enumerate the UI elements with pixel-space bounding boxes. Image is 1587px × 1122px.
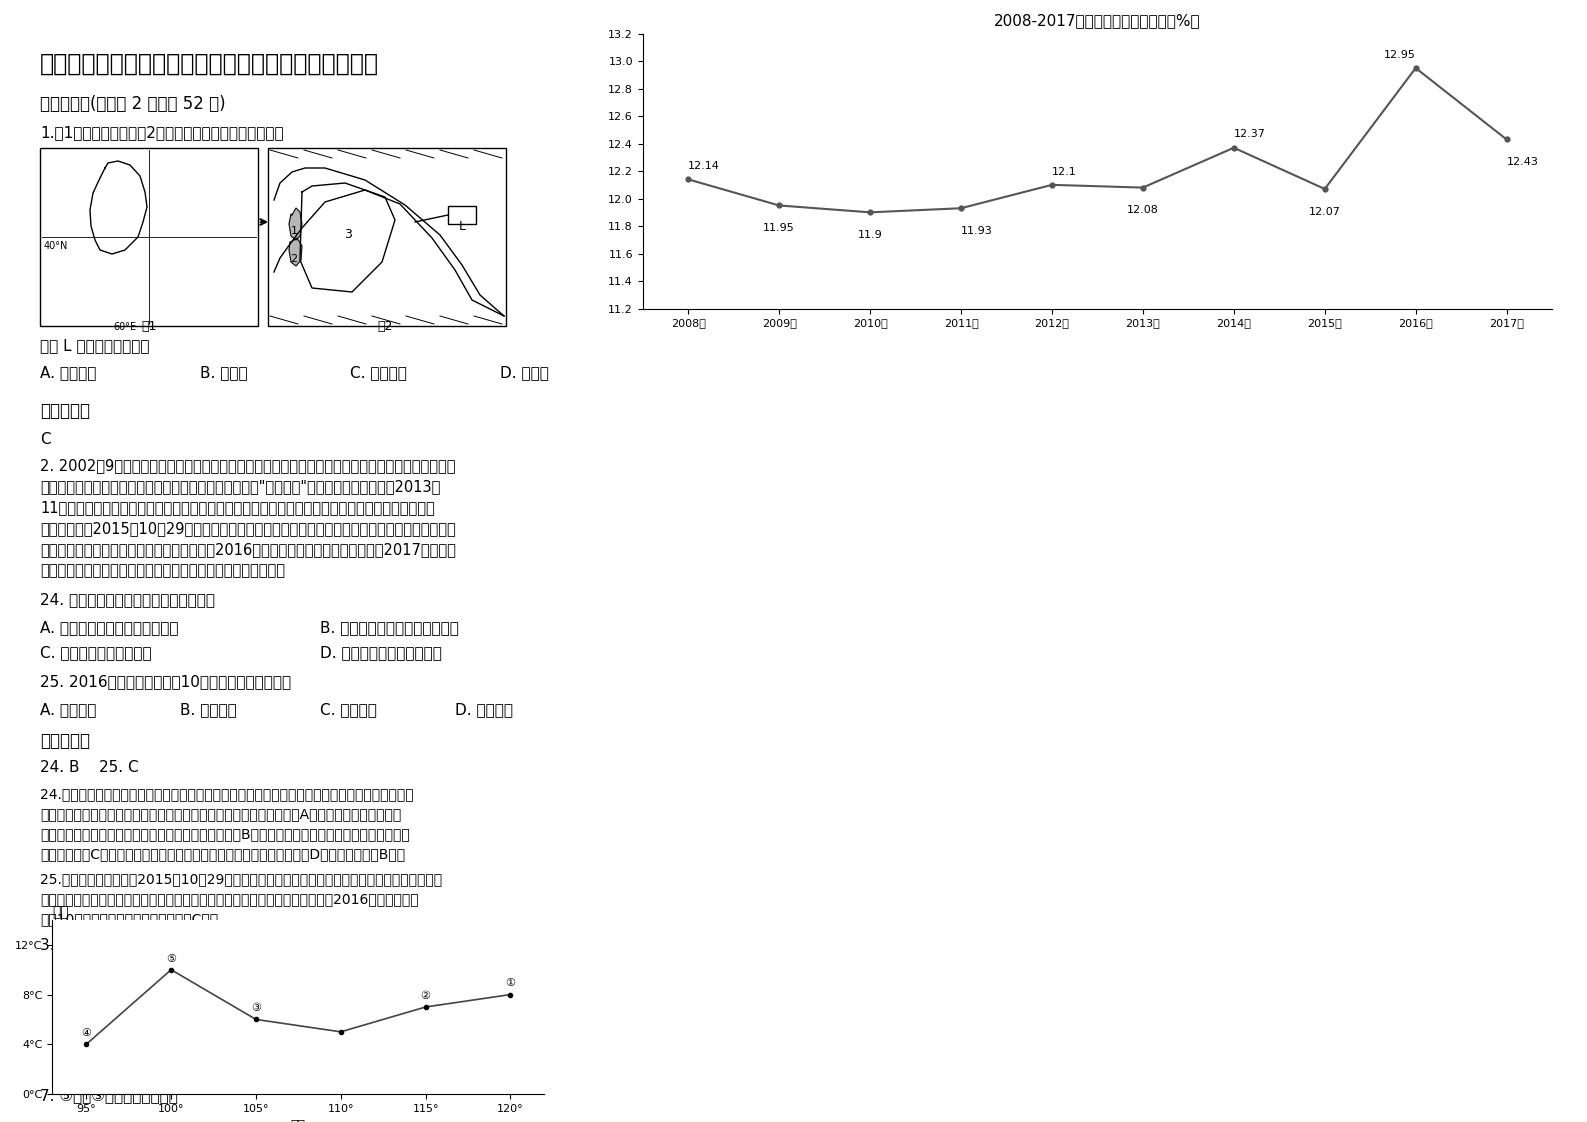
Bar bbox=[40, 148, 259, 327]
X-axis label: 经度: 经度 bbox=[290, 1120, 306, 1122]
Text: 略，全面实施一对夫妇可生育两个孩子政策。2016年我国新生儿出生率大幅提升，但2017年，专家: 略，全面实施一对夫妇可生育两个孩子政策。2016年我国新生儿出生率大幅提升，但2… bbox=[40, 542, 455, 557]
Text: A. 计划生育的基本国策将被取消: A. 计划生育的基本国策将被取消 bbox=[40, 620, 178, 635]
Text: 24.由材料分析可知，我国的人口政策是根据我国的人口问题和国情进行调整和改变的，由于我国人: 24.由材料分析可知，我国的人口政策是根据我国的人口问题和国情进行调整和改变的，… bbox=[40, 787, 414, 801]
Text: 25. 2016年新生儿出生率为10年来最高的主导因素是: 25. 2016年新生儿出生率为10年来最高的主导因素是 bbox=[40, 674, 290, 689]
Text: 一、选择题(每小题 2 分，共 52 分): 一、选择题(每小题 2 分，共 52 分) bbox=[40, 95, 225, 113]
Text: A. 大气降水: A. 大气降水 bbox=[40, 365, 97, 380]
Text: ③: ③ bbox=[251, 1003, 260, 1013]
Text: 参考答案：: 参考答案： bbox=[40, 402, 90, 420]
Bar bbox=[448, 206, 476, 224]
Text: C: C bbox=[40, 432, 51, 447]
Title: 2008-2017年新生儿出生率（单位：%）: 2008-2017年新生儿出生率（单位：%） bbox=[993, 13, 1201, 28]
Text: C. 老龄化危机会很快缓解: C. 老龄化危机会很快缓解 bbox=[40, 645, 152, 660]
Text: L: L bbox=[459, 220, 465, 233]
Text: 3. 下图为我国沿26°N 1月平均气温曲线图，读图回答7—8题。: 3. 下图为我国沿26°N 1月平均气温曲线图，读图回答7—8题。 bbox=[40, 937, 338, 951]
Text: 2: 2 bbox=[290, 254, 298, 264]
Text: 12.1: 12.1 bbox=[1052, 166, 1076, 176]
Text: ④: ④ bbox=[81, 1028, 92, 1038]
Text: B. 生育观念: B. 生育观念 bbox=[179, 702, 236, 717]
Text: B. 地下水: B. 地下水 bbox=[200, 365, 248, 380]
Text: 11.9: 11.9 bbox=[857, 230, 882, 240]
Text: 7. ⑤地比③地气温高的原因是: 7. ⑤地比③地气温高的原因是 bbox=[40, 1088, 178, 1103]
Text: 12.14: 12.14 bbox=[689, 162, 720, 171]
Text: 12.95: 12.95 bbox=[1384, 49, 1416, 59]
Text: 11月，十八届三中全会提出，坚持计划生育的基本国策，启动实施一方是独生子女的夫妇可生育两个: 11月，十八届三中全会提出，坚持计划生育的基本国策，启动实施一方是独生子女的夫妇… bbox=[40, 500, 435, 515]
Text: ②: ② bbox=[421, 991, 430, 1001]
Polygon shape bbox=[289, 238, 302, 266]
Text: 气温: 气温 bbox=[52, 904, 70, 919]
Text: A. 年龄结构: A. 年龄结构 bbox=[40, 702, 97, 717]
Text: 1: 1 bbox=[290, 226, 297, 236]
Polygon shape bbox=[289, 208, 302, 240]
Text: 率为10年来最高的主导因素，故答案选C项。: 率为10年来最高的主导因素，故答案选C项。 bbox=[40, 912, 217, 926]
Text: 水平的提高，生育观念的变化，生育率处于较低水平，B正确；人口政策的变化，会缓解老龄化，但: 水平的提高，生育观念的变化，生育率处于较低水平，B正确；人口政策的变化，会缓解老… bbox=[40, 827, 409, 842]
Text: 河流 L 的主要补给水源为: 河流 L 的主要补给水源为 bbox=[40, 338, 149, 353]
Text: D. 湖泊水: D. 湖泊水 bbox=[500, 365, 549, 380]
Text: 浙江省台州市平镇中学高三地理上学期期末试卷含解析: 浙江省台州市平镇中学高三地理上学期期末试卷含解析 bbox=[40, 52, 379, 76]
Text: 2. 2002年9月施行的《中华人民共和国人口与计划生育法》明确规定，国家稳定现行生育政策，符合: 2. 2002年9月施行的《中华人民共和国人口与计划生育法》明确规定，国家稳定现… bbox=[40, 458, 455, 473]
Text: 24. B    25. C: 24. B 25. C bbox=[40, 760, 138, 775]
Text: 25.由材料分析可知，在2015年10月29日，十八届五中全会决定，坚持计划生育的基本国策，完善: 25.由材料分析可知，在2015年10月29日，十八届五中全会决定，坚持计划生育… bbox=[40, 872, 443, 886]
Text: 12.07: 12.07 bbox=[1309, 206, 1341, 217]
Text: 基数较大，而且人口问题较为复杂，因此人口政策在短期内不会取消，A错误；由于我国经济发展: 基数较大，而且人口问题较为复杂，因此人口政策在短期内不会取消，A错误；由于我国经… bbox=[40, 807, 402, 821]
Text: 法律、法规规定条件的，可以要求安排生育第二个子女。"双独二胎"政策由此在全国推开。2013年: 法律、法规规定条件的，可以要求安排生育第二个子女。"双独二胎"政策由此在全国推开… bbox=[40, 479, 440, 494]
Text: 11.93: 11.93 bbox=[962, 227, 993, 236]
Text: 60°E: 60°E bbox=[113, 322, 136, 332]
Text: 期待的生育高峰并未如期而至（如下图）。据此完成下面小题。: 期待的生育高峰并未如期而至（如下图）。据此完成下面小题。 bbox=[40, 563, 286, 578]
Text: ①: ① bbox=[505, 978, 516, 988]
Text: 40°N: 40°N bbox=[44, 241, 68, 251]
Text: 24. 根据我国人口政策的变化，可以得出: 24. 根据我国人口政策的变化，可以得出 bbox=[40, 592, 214, 607]
Text: C. 人口政策: C. 人口政策 bbox=[321, 702, 376, 717]
Text: 3: 3 bbox=[344, 228, 352, 241]
Text: B. 我国目前的生育形式不容乐观: B. 我国目前的生育形式不容乐观 bbox=[321, 620, 459, 635]
Text: 图1: 图1 bbox=[141, 320, 157, 333]
Text: 参考答案：: 参考答案： bbox=[40, 732, 90, 749]
Text: 是不会很快，C错误；我国的人口总量会有所增加，但不会大幅度增加，D错误。故答案选B项。: 是不会很快，C错误；我国的人口总量会有所增加，但不会大幅度增加，D错误。故答案选… bbox=[40, 847, 405, 861]
Text: 12.43: 12.43 bbox=[1506, 157, 1538, 167]
Bar bbox=[268, 148, 506, 327]
Text: D. 社会福利: D. 社会福利 bbox=[455, 702, 513, 717]
Text: 11.95: 11.95 bbox=[763, 223, 795, 233]
Text: 1.图1是某著名湖泊，图2表示其水位变化情况，读图回答: 1.图1是某著名湖泊，图2表示其水位变化情况，读图回答 bbox=[40, 125, 284, 140]
Text: 12.37: 12.37 bbox=[1233, 129, 1266, 139]
Text: D. 我国人口总量将大幅上升: D. 我国人口总量将大幅上升 bbox=[321, 645, 441, 660]
Text: ⑤: ⑤ bbox=[167, 954, 176, 964]
Text: 12.08: 12.08 bbox=[1127, 205, 1159, 215]
Text: C. 冰雪融水: C. 冰雪融水 bbox=[351, 365, 406, 380]
Text: 图2: 图2 bbox=[378, 320, 392, 333]
Text: 孩子的政策。2015年10月29日，十八届五中全会决定，坚持计划生育的基本国策，完善人口发展战: 孩子的政策。2015年10月29日，十八届五中全会决定，坚持计划生育的基本国策，… bbox=[40, 521, 455, 536]
Text: 人口发展战略，全面实施一对夫妇可生育两个孩子政策，因此人口政策的改变是2016年新生儿出生: 人口发展战略，全面实施一对夫妇可生育两个孩子政策，因此人口政策的改变是2016年… bbox=[40, 892, 419, 905]
